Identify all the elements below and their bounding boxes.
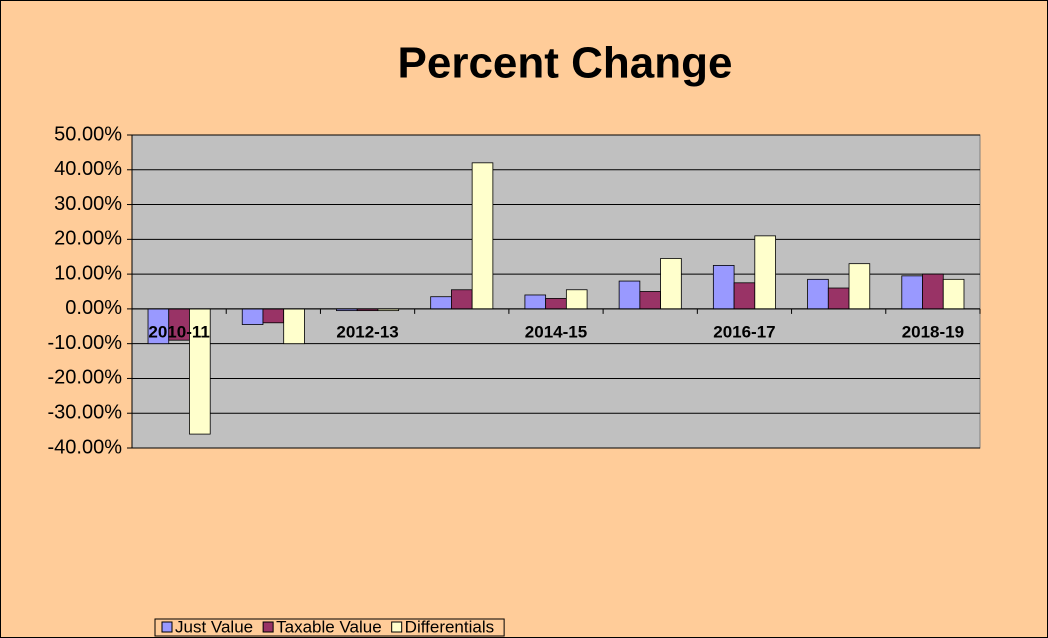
- bar: [848, 263, 871, 310]
- chart-title: Percent Change: [398, 39, 733, 88]
- x-tick-label: 2016-17: [713, 322, 775, 341]
- y-tick-label: -20.00%: [48, 367, 123, 389]
- legend-box: [154, 618, 505, 637]
- bar: [471, 162, 494, 310]
- y-tick-label: -30.00%: [48, 402, 123, 424]
- bar: [901, 275, 923, 310]
- bar: [618, 280, 641, 310]
- bar: [712, 265, 735, 310]
- bar: [660, 258, 682, 310]
- x-tick-label: 2010-11: [148, 322, 209, 341]
- bar: [283, 308, 305, 345]
- bar: [545, 298, 567, 310]
- y-tick-label: 20.00%: [54, 228, 122, 250]
- y-tick-label: 10.00%: [54, 262, 122, 284]
- bar: [942, 278, 965, 310]
- x-tick-label: 2018-19: [902, 322, 964, 341]
- bar: [262, 308, 285, 324]
- legend-label: Just Value: [175, 617, 253, 636]
- bar: [827, 287, 850, 310]
- x-tick-label: 2012-13: [336, 322, 398, 341]
- legend-swatch: [391, 621, 403, 633]
- bar: [241, 308, 264, 325]
- bar: [565, 289, 588, 310]
- y-tick-label: 30.00%: [54, 193, 122, 215]
- bar: [451, 289, 473, 310]
- legend-swatch: [161, 621, 173, 633]
- bar: [807, 278, 829, 310]
- legend-label: Differentials: [405, 617, 494, 636]
- y-tick-label: 0.00%: [65, 297, 122, 319]
- legend-label: Taxable Value: [276, 617, 382, 636]
- bar: [639, 291, 661, 310]
- y-tick-label: -40.00%: [48, 436, 123, 458]
- bar: [922, 273, 944, 310]
- x-tick-label: 2014-15: [525, 322, 587, 341]
- bar: [754, 235, 776, 310]
- y-tick-label: -10.00%: [48, 332, 123, 354]
- bar: [430, 296, 452, 310]
- y-tick-label: 40.00%: [54, 158, 122, 180]
- bar: [524, 294, 547, 310]
- bar: [733, 282, 756, 310]
- y-tick-label: 50.00%: [54, 123, 122, 145]
- legend-swatch: [262, 621, 274, 633]
